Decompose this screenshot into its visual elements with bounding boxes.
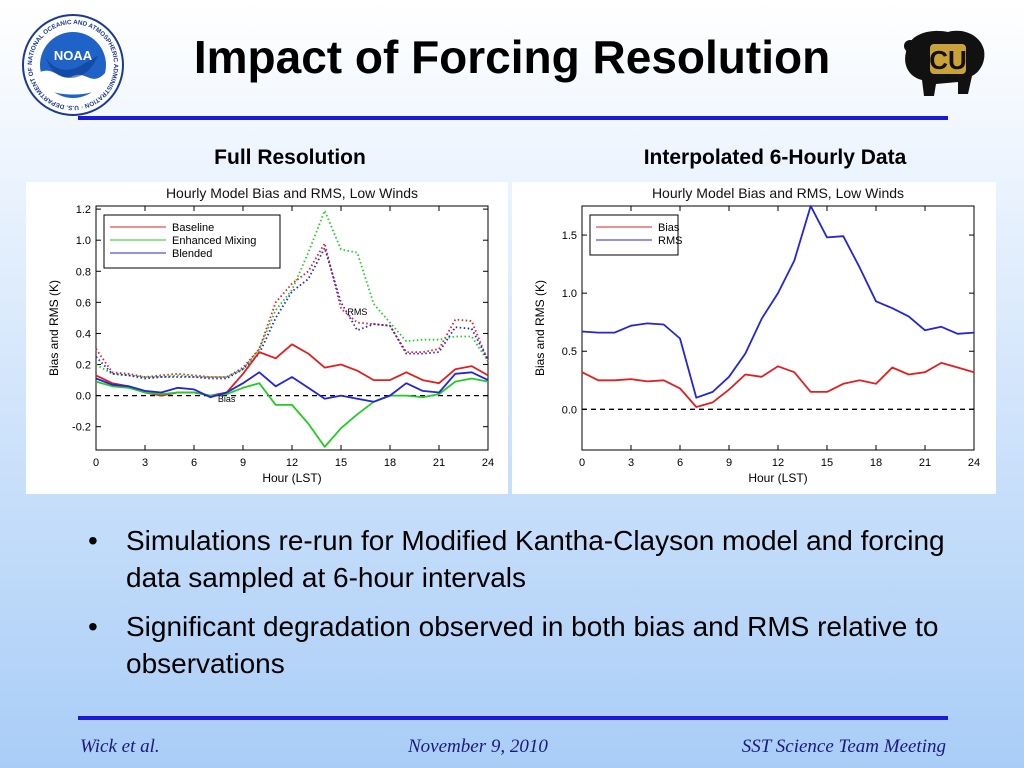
x-tick-label: 0 [579, 457, 585, 469]
y-tick-label: 0.0 [76, 391, 91, 403]
left-panel-heading: Full Resolution [214, 146, 366, 169]
y-axis-label: Bias and RMS (K) [533, 280, 547, 376]
x-tick-label: 9 [240, 457, 246, 469]
x-tick-label: 6 [677, 457, 683, 469]
y-axis-label: Bias and RMS (K) [47, 280, 61, 376]
chart-full-resolution-svg: Hourly Model Bias and RMS, Low Winds 0 3 6 9… [47, 185, 494, 485]
legend-label: Blended [172, 248, 212, 260]
footer-divider [78, 716, 948, 720]
cu-buffalo-logo: CU [904, 30, 985, 96]
series-line-blended-bias [95, 371, 489, 403]
y-tick-label: 1.0 [76, 235, 91, 247]
bullet-text: Simulations re-run for Modified Kantha-C… [126, 525, 945, 593]
chart-full-resolution: Hourly Model Bias and RMS, Low Winds 0 3 6 9… [26, 182, 508, 494]
bullet-symbol: • [88, 611, 98, 642]
title-divider [78, 116, 948, 120]
y-tick-label: 1.5 [562, 230, 577, 242]
right-panel-heading: Interpolated 6-Hourly Data [643, 146, 907, 169]
footer-date: November 9, 2010 [408, 736, 548, 757]
x-tick-label: 6 [191, 457, 197, 469]
y-tick-label: 0.4 [76, 328, 91, 340]
x-tick-label: 24 [968, 457, 980, 469]
x-tick-label: 15 [335, 457, 347, 469]
x-tick-label: 21 [433, 457, 445, 469]
y-tick-label: -0.2 [72, 422, 91, 434]
x-tick-label: 3 [628, 457, 634, 469]
x-tick-label: 24 [482, 457, 494, 469]
x-tick-label: 18 [870, 457, 882, 469]
bullet-symbol: • [88, 525, 98, 556]
bullet-list: • Simulations re-run for Modified Kantha-… [88, 522, 968, 694]
legend-box [103, 214, 281, 269]
x-tick-label: 12 [286, 457, 298, 469]
series-line-enhanced-mixing-bias [95, 377, 489, 448]
chart-annotation: RMS [347, 307, 367, 317]
y-tick-label: 0.2 [76, 360, 91, 372]
chart-title: Hourly Model Bias and RMS, Low Winds [652, 185, 904, 201]
x-tick-label: 12 [772, 457, 784, 469]
chart-interpolated-svg: Hourly Model Bias and RMS, Low Winds 0 3 6 9… [533, 185, 980, 485]
y-tick-label: 0.8 [76, 266, 91, 278]
series-line-rms [581, 205, 975, 399]
x-tick-label: 0 [93, 457, 99, 469]
legend-label: Enhanced Mixing [172, 235, 256, 247]
slide-title: Impact of Forcing Resolution [193, 31, 831, 83]
x-tick-label: 15 [821, 457, 833, 469]
y-tick-label: 1.2 [76, 204, 91, 216]
legend-label: Bias [658, 222, 680, 234]
chart-title: Hourly Model Bias and RMS, Low Winds [166, 185, 418, 201]
y-tick-label: 1.0 [562, 288, 577, 300]
x-tick-label: 18 [384, 457, 396, 469]
footer-meeting: SST Science Team Meeting [741, 736, 946, 757]
noaa-logo-text: NOAA [54, 48, 93, 63]
x-axis-label: Hour (LST) [748, 471, 807, 485]
legend-box [589, 214, 679, 256]
x-tick-label: 3 [142, 457, 148, 469]
y-tick-label: 0.5 [562, 346, 577, 358]
noaa-logo: NATIONAL OCEANIC AND ATMOSPHERIC ADMINIS… [22, 14, 124, 116]
x-tick-label: 9 [726, 457, 732, 469]
bullet-text: Significant degradation observed in both… [126, 611, 939, 679]
legend-label: RMS [658, 235, 682, 247]
series-line-blended-rms [95, 247, 489, 380]
y-tick-label: 0.0 [562, 404, 577, 416]
x-axis-label: Hour (LST) [262, 471, 321, 485]
series-line-baseline-bias [95, 343, 489, 397]
series-line-bias [581, 361, 975, 408]
bullet-item: • Significant degradation observed in bot… [88, 608, 968, 682]
series-line-baseline-rms [95, 242, 489, 378]
x-tick-label: 21 [919, 457, 931, 469]
chart-annotation: Bias [218, 394, 236, 404]
bullet-item: • Simulations re-run for Modified Kantha-… [88, 522, 968, 596]
cu-logo-text: CU [929, 45, 967, 75]
footer-author: Wick et al. [80, 736, 160, 757]
legend-label: Baseline [172, 222, 214, 234]
chart-interpolated-6-hourly: Hourly Model Bias and RMS, Low Winds 0 3 6 9… [512, 182, 996, 494]
y-tick-label: 0.6 [76, 297, 91, 309]
